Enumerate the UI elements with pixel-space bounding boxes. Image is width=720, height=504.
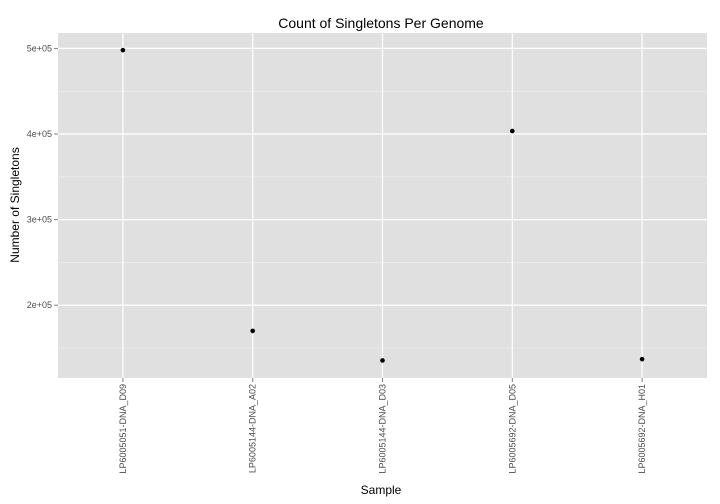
x-tick-label: LP6005692-DNA_D05	[507, 384, 517, 474]
data-point	[639, 356, 645, 362]
y-tick-label: 5e+05	[27, 43, 52, 53]
x-axis-label: Sample	[361, 483, 402, 497]
x-tick-label: LP6005051-DNA_D09	[118, 384, 128, 474]
x-tick-label: LP6005144-DNA_D03	[378, 384, 388, 474]
y-tick-label: 3e+05	[27, 215, 52, 225]
y-tick-label: 4e+05	[27, 129, 52, 139]
data-point	[510, 128, 515, 134]
x-tick-label: LP6005144-DNA_A02	[248, 384, 258, 473]
data-point	[380, 358, 385, 363]
x-axis-ticks: LP6005051-DNA_D09 LP6005144-DNA_A02 LP6005…	[118, 378, 647, 474]
data-point	[120, 47, 126, 53]
y-axis-ticks: 2e+05 3e+05 4e+05 5e+05	[27, 43, 58, 310]
data-points	[120, 47, 645, 363]
chart-title: Count of Singletons Per Genome	[278, 15, 484, 31]
y-tick-label: 2e+05	[27, 300, 52, 310]
y-axis-label: Number of Singletons	[8, 147, 22, 262]
major-gridlines	[58, 33, 707, 378]
data-point	[250, 328, 255, 334]
x-tick-label: LP6005692-DNA_H01	[637, 384, 647, 474]
